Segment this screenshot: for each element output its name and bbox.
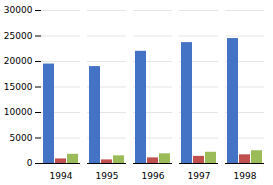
- svg-text:1995: 1995: [96, 171, 119, 181]
- svg-text:20000: 20000: [4, 56, 33, 66]
- svg-text:1998: 1998: [234, 171, 257, 181]
- svg-text:30000: 30000: [4, 5, 33, 15]
- svg-text:1997: 1997: [188, 171, 211, 181]
- svg-text:15000: 15000: [4, 82, 33, 92]
- svg-text:25000: 25000: [4, 31, 33, 41]
- svg-text:5000: 5000: [10, 133, 33, 143]
- svg-text:0: 0: [27, 158, 33, 168]
- svg-text:1996: 1996: [142, 171, 165, 181]
- svg-text:1994: 1994: [50, 171, 73, 181]
- svg-text:10000: 10000: [4, 107, 33, 117]
